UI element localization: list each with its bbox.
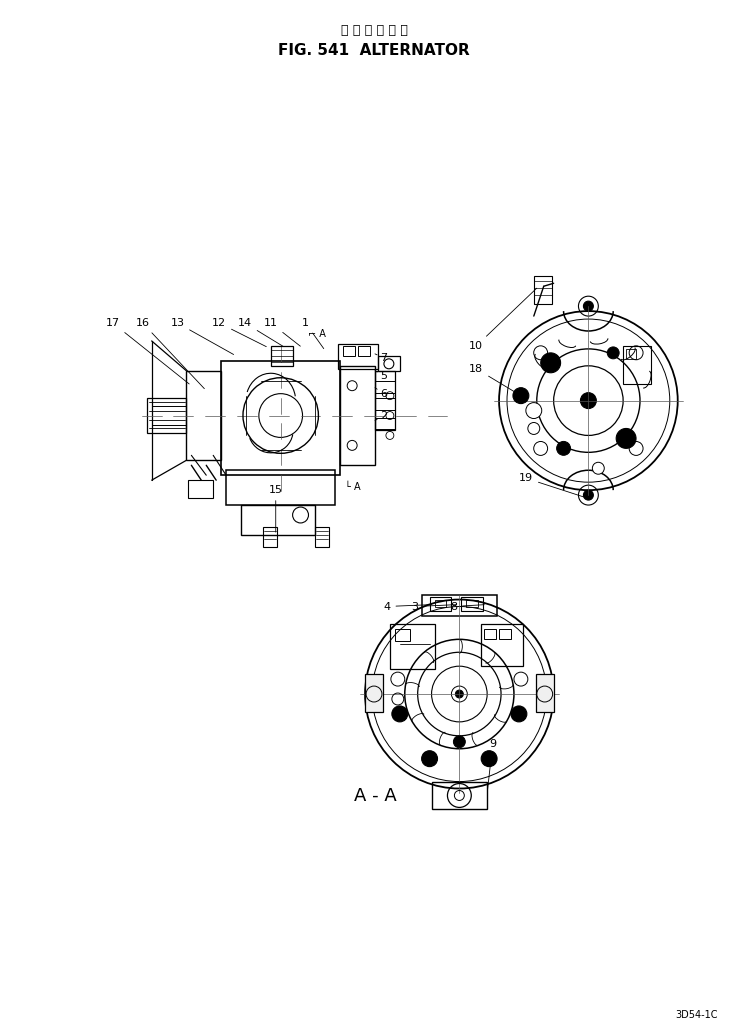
Text: 4: 4: [383, 602, 432, 611]
Bar: [338, 344, 378, 368]
Bar: [187, 370, 221, 460]
Circle shape: [616, 428, 636, 449]
Bar: [432, 782, 487, 810]
Circle shape: [481, 751, 497, 767]
Bar: [315, 527, 329, 546]
Bar: [499, 630, 511, 639]
Bar: [375, 370, 395, 430]
Circle shape: [511, 706, 527, 722]
Bar: [623, 346, 651, 384]
Bar: [481, 625, 523, 666]
Circle shape: [392, 706, 408, 722]
Text: ⌐ A: ⌐ A: [309, 329, 326, 339]
Bar: [375, 397, 395, 410]
Bar: [263, 527, 276, 546]
Text: A - A: A - A: [353, 787, 397, 806]
Circle shape: [583, 490, 593, 500]
Text: 9: 9: [488, 739, 496, 790]
Text: 15: 15: [269, 485, 282, 532]
Text: 17: 17: [106, 318, 189, 384]
Bar: [421, 595, 497, 616]
Circle shape: [513, 388, 529, 403]
Text: 16: 16: [136, 318, 205, 389]
Bar: [536, 674, 554, 712]
Bar: [626, 349, 636, 359]
Bar: [226, 470, 335, 505]
Circle shape: [592, 462, 604, 474]
Bar: [435, 600, 447, 607]
Circle shape: [541, 353, 560, 372]
Bar: [378, 356, 400, 370]
Text: 8: 8: [450, 602, 484, 611]
Bar: [146, 397, 187, 433]
Text: 5: 5: [375, 370, 387, 381]
Circle shape: [421, 751, 438, 767]
Text: 1: 1: [302, 318, 323, 349]
Bar: [375, 381, 395, 393]
Bar: [484, 630, 496, 639]
Text: 3: 3: [411, 602, 456, 611]
Text: 6: 6: [375, 388, 387, 398]
Text: オ ル タ ネ ー タ: オ ル タ ネ ー タ: [341, 24, 407, 37]
Bar: [534, 277, 552, 305]
Text: 10: 10: [469, 288, 537, 351]
Bar: [462, 597, 483, 611]
Text: 11: 11: [264, 318, 300, 346]
Circle shape: [526, 402, 542, 419]
Text: └ A: └ A: [345, 483, 361, 492]
Bar: [390, 625, 435, 669]
Text: 14: 14: [238, 318, 283, 347]
Bar: [365, 674, 383, 712]
Bar: [430, 597, 451, 611]
Circle shape: [456, 690, 463, 698]
Text: 3D54-1C: 3D54-1C: [675, 1010, 717, 1021]
Circle shape: [557, 441, 571, 455]
Circle shape: [453, 736, 465, 748]
Bar: [343, 346, 355, 356]
Circle shape: [580, 393, 596, 409]
Bar: [375, 418, 395, 429]
Text: 13: 13: [170, 318, 234, 355]
Bar: [270, 346, 293, 365]
Text: 12: 12: [212, 318, 266, 347]
Text: 2: 2: [375, 411, 387, 421]
Bar: [241, 505, 315, 535]
Bar: [358, 346, 370, 356]
Bar: [221, 361, 340, 475]
Circle shape: [607, 347, 619, 359]
Text: 18: 18: [469, 364, 518, 394]
Bar: [340, 365, 375, 465]
Circle shape: [528, 423, 540, 434]
Text: 19: 19: [519, 473, 591, 499]
Bar: [395, 630, 409, 641]
Text: FIG. 541  ALTERNATOR: FIG. 541 ALTERNATOR: [278, 43, 470, 58]
Bar: [188, 481, 213, 498]
Text: 7: 7: [375, 353, 387, 363]
Circle shape: [583, 301, 593, 311]
Bar: [466, 600, 478, 607]
